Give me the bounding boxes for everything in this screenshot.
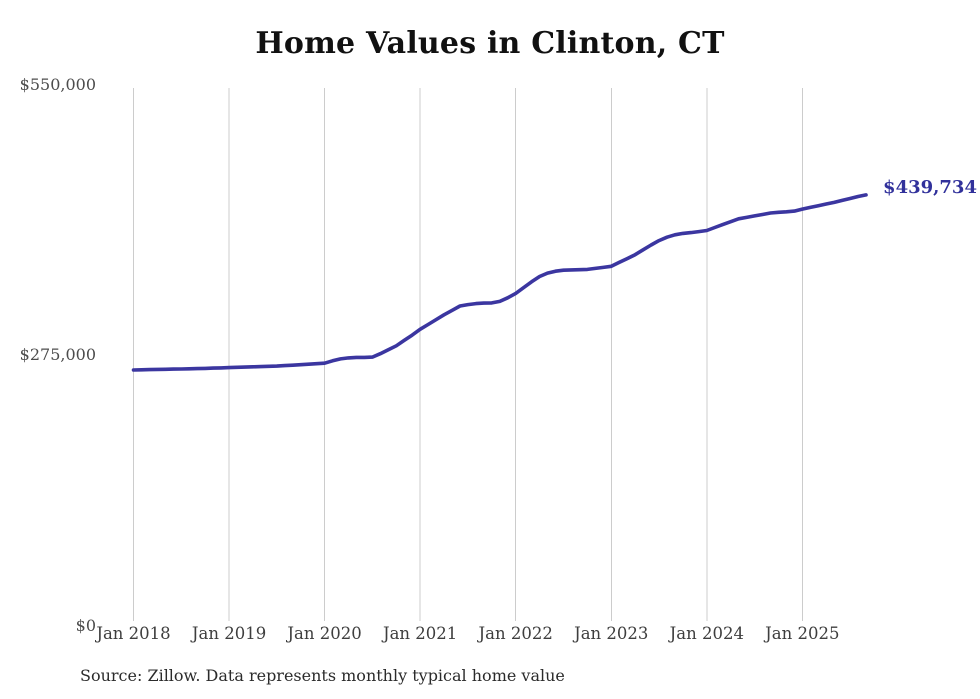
- x-tick-label: Jan 2020: [287, 624, 362, 643]
- x-tick-label: Jan 2018: [96, 624, 171, 643]
- x-tick-label: Jan 2025: [765, 624, 840, 643]
- x-tick-label: Jan 2021: [382, 624, 458, 643]
- y-tick-label: $550,000: [19, 75, 96, 94]
- y-tick-label: $0: [75, 616, 96, 635]
- x-tick-label: Jan 2023: [574, 624, 649, 643]
- chart-title: Home Values in Clinton, CT: [255, 26, 725, 61]
- source-note: Source: Zillow. Data represents monthly …: [80, 666, 565, 685]
- vertical-gridlines: [133, 88, 803, 621]
- x-tick-label: Jan 2024: [669, 624, 744, 643]
- latest-value-label: $439,734: [883, 176, 977, 198]
- y-tick-label: $275,000: [19, 344, 96, 364]
- x-tick-label: Jan 2019: [191, 624, 267, 643]
- home-value-line: [131, 193, 868, 372]
- x-tick-label: Jan 2022: [478, 624, 553, 643]
